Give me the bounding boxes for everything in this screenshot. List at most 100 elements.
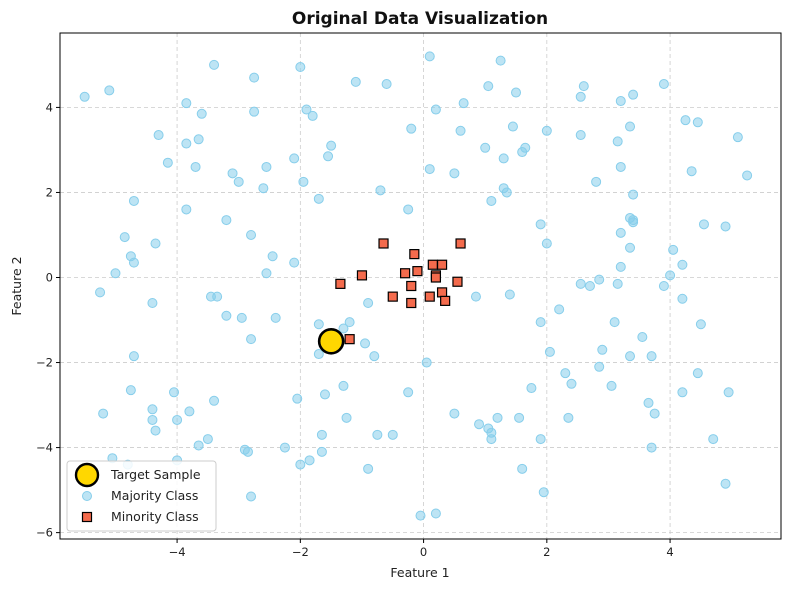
majority-point — [338, 380, 349, 391]
majority-point — [424, 51, 435, 62]
majority-point — [196, 108, 207, 119]
majority-point — [193, 134, 204, 145]
majority-point — [147, 298, 158, 309]
majority-point — [480, 142, 491, 153]
majority-point — [307, 110, 318, 121]
majority-point — [298, 176, 309, 187]
majority-point — [209, 59, 220, 70]
majority-point — [372, 429, 383, 440]
target-points — [317, 327, 345, 355]
minority-point — [335, 278, 346, 289]
majority-point — [190, 161, 201, 172]
majority-point — [313, 349, 324, 360]
x-tick-label: −4 — [169, 545, 186, 559]
plot-frame — [59, 32, 782, 540]
majority-point — [594, 361, 605, 372]
legend-target-marker — [74, 462, 100, 488]
minority-point — [387, 291, 398, 302]
majority-point — [646, 442, 657, 453]
majority-point — [316, 429, 327, 440]
majority-point — [424, 164, 435, 175]
majority-point — [563, 412, 574, 423]
majority-point — [249, 106, 260, 117]
majority-point — [363, 298, 374, 309]
majority-point — [233, 176, 244, 187]
minority-point — [427, 259, 438, 270]
majority-point — [181, 204, 192, 215]
majority-point — [643, 397, 654, 408]
grid-layer — [60, 33, 781, 539]
majority-point — [560, 368, 571, 379]
majority-point — [403, 204, 414, 215]
majority-point — [535, 434, 546, 445]
majority-point — [686, 166, 697, 177]
majority-point — [304, 455, 315, 466]
majority-point — [698, 219, 709, 230]
majority-point — [680, 115, 691, 126]
legend-minority-marker — [81, 511, 93, 523]
majority-point — [535, 317, 546, 328]
majority-point — [575, 91, 586, 102]
majority-point — [658, 79, 669, 90]
majority-point — [360, 338, 371, 349]
majority-point — [125, 385, 136, 396]
majority-point — [677, 259, 688, 270]
majority-point — [169, 387, 180, 398]
majority-point — [625, 121, 636, 132]
legend-majority-marker — [82, 491, 92, 501]
minority-point — [440, 295, 451, 306]
minority-point — [406, 297, 417, 309]
minority-point — [430, 272, 442, 283]
majority-point — [615, 161, 626, 172]
majority-point — [609, 317, 620, 328]
majority-point — [470, 291, 481, 302]
minority-point — [409, 249, 420, 260]
majority-point — [242, 446, 253, 457]
x-tick-label: 0 — [420, 545, 427, 559]
majority-point — [615, 261, 626, 272]
majority-point — [150, 238, 161, 249]
majority-point — [344, 317, 355, 328]
majority-point — [147, 414, 158, 425]
majority-point — [387, 429, 398, 440]
majority-point — [172, 414, 183, 425]
majority-point — [128, 257, 139, 268]
majority-point — [455, 125, 466, 136]
majority-point — [517, 463, 528, 474]
majority-point — [732, 132, 743, 143]
majority-point — [181, 98, 192, 109]
majority-point — [403, 387, 414, 398]
majority-point — [128, 195, 139, 206]
majority-point — [554, 304, 565, 315]
chart-title: Original Data Visualization — [292, 9, 548, 29]
majority-point — [221, 310, 232, 321]
minority-point — [356, 270, 368, 281]
x-tick-label: 4 — [666, 545, 673, 559]
majority-points — [79, 51, 753, 521]
majority-point — [221, 215, 232, 226]
majority-point — [236, 312, 247, 323]
majority-point — [517, 147, 528, 158]
legend-minority-label: Minority Class — [111, 509, 199, 524]
majority-point — [566, 378, 577, 389]
majority-point — [350, 76, 361, 87]
minority-point — [436, 287, 448, 298]
majority-point — [449, 168, 460, 179]
majority-point — [261, 161, 272, 172]
majority-point — [375, 185, 386, 196]
majority-point — [295, 62, 306, 73]
majority-point — [507, 121, 518, 132]
majority-point — [628, 189, 639, 200]
majority-point — [541, 125, 552, 136]
legend: Target Sample Majority Class Minority Cl… — [66, 460, 217, 532]
majority-point — [270, 312, 281, 323]
majority-point — [147, 404, 158, 415]
majority-point — [649, 408, 660, 419]
x-axis-label: Feature 1 — [390, 565, 449, 580]
majority-point — [677, 293, 688, 304]
majority-point — [338, 323, 349, 334]
ticks-layer: −4 −2 0 2 4 −6 −4 −2 0 2 4 — [36, 100, 674, 559]
majority-point — [363, 463, 374, 474]
majority-point — [492, 412, 503, 423]
majority-point — [723, 387, 734, 398]
